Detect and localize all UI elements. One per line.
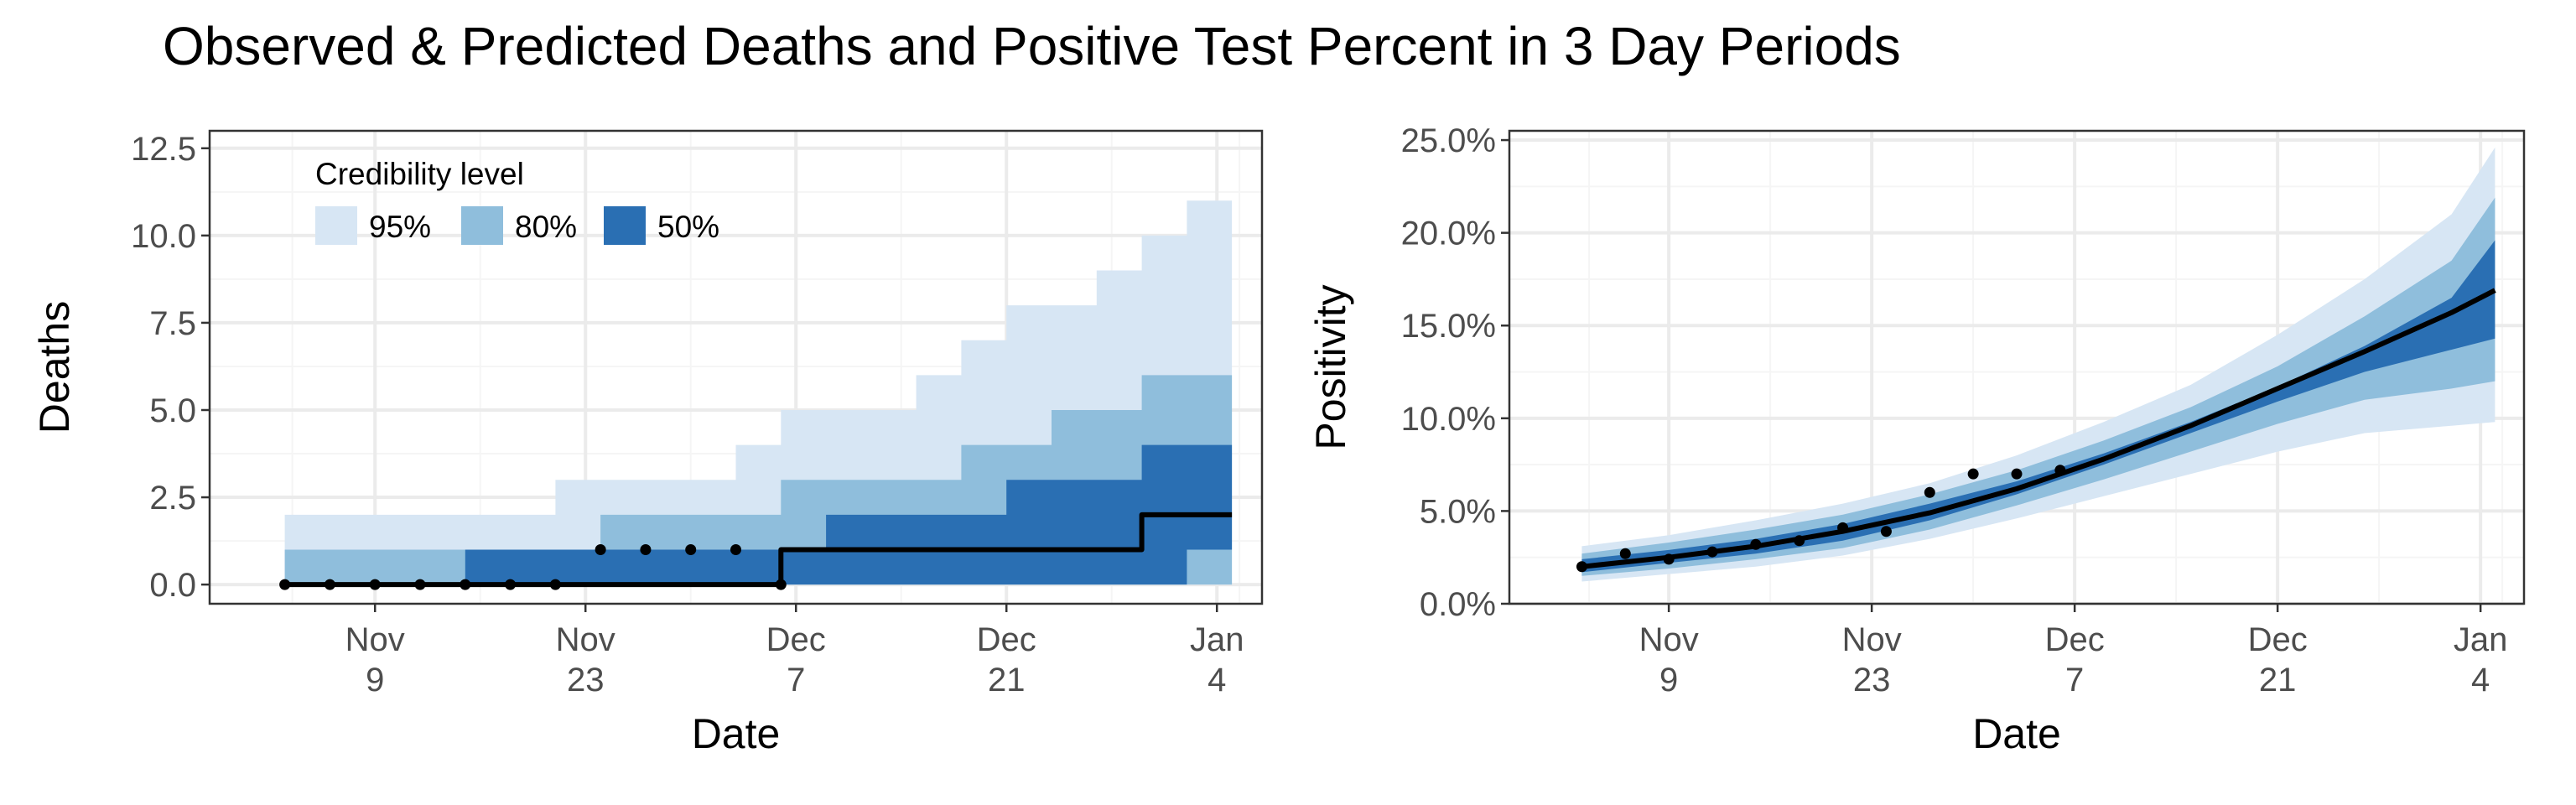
legend-key-80 [461,206,503,245]
deaths-x-tick-label-day: 7 [787,662,805,699]
deaths-observed-point [369,579,381,590]
positivity-x-tick-label-month: Jan [2454,621,2508,658]
positivity-y-tick-label: 0.0% [1420,586,1496,623]
deaths-x-tick-label-month: Nov [556,621,615,658]
deaths-observed-point [460,579,471,590]
positivity-y-tick-label: 10.0% [1401,401,1496,438]
positivity-observed-point [1750,538,1762,550]
legend-key-95 [315,206,357,245]
legend-key-50 [604,206,646,245]
deaths-plot-area [279,165,1233,590]
positivity-observed-point [1794,535,1805,547]
deaths-observed-point [595,543,606,555]
deaths-x-tick-label-month: Dec [977,621,1036,658]
legend: Credibility level 95% 80% 50% [315,157,719,245]
deaths-x-tick-label-day: 23 [567,662,605,699]
positivity-x-tick-label-day: 23 [1853,662,1891,699]
deaths-observed-point [775,579,787,590]
positivity-observed-point [1837,522,1849,533]
deaths-x-tick-label-month: Dec [766,621,826,658]
positivity-observed-point [1576,561,1587,573]
deaths-y-tick-label: 10.0 [131,218,196,255]
positivity-x-tick-label-day: 4 [2471,662,2490,699]
deaths-observed-point [549,579,561,590]
page-title: Observed & Predicted Deaths and Positive… [163,16,1901,76]
positivity-x-axis-title: Date [1972,710,2061,757]
legend-label-95: 95% [369,210,431,244]
deaths-x-tick-label-day: 4 [1208,662,1226,699]
deaths-panel-border [208,129,1264,605]
deaths-observed-point [640,543,652,555]
positivity-observed-point [1967,468,1979,480]
positivity-observed-point [2054,465,2066,476]
positivity-observed-point [2011,468,2023,480]
positivity-y-tick-label: 25.0% [1401,122,1496,159]
positivity-x-tick-label-month: Nov [1842,621,1902,658]
legend-label-50: 50% [657,210,719,244]
positivity-plot-area [1576,147,2496,582]
deaths-observed-point [685,543,697,555]
deaths-observed-point [324,579,335,590]
deaths-y-tick-label: 5.0 [149,392,196,429]
positivity-x-tick-label-day: 7 [2065,662,2084,699]
deaths-observed-point [730,543,741,555]
deaths-y-tick-label: 7.5 [149,305,196,342]
positivity-observed-point [1880,526,1892,538]
deaths-x-tick-label-month: Nov [345,621,405,658]
positivity-observed-point [1706,546,1718,558]
deaths-observed-point [505,579,517,590]
positivity-y-tick-label: 15.0% [1401,308,1496,345]
deaths-y-tick-label: 2.5 [149,480,196,517]
deaths-y-axis-title: Deaths [31,301,78,434]
positivity-x-tick-label-month: Nov [1639,621,1699,658]
positivity-x-tick-label-month: Dec [2045,621,2105,658]
legend-label-80: 80% [515,210,577,244]
deaths-y-tick-label: 0.0 [149,567,196,604]
positivity-x-tick-label-day: 21 [2259,662,2297,699]
deaths-observed-point [414,579,426,590]
positivity-y-axis-title: Positivity [1307,284,1354,449]
deaths-y-tick-label: 12.5 [131,131,196,168]
positivity-observed-point [1619,548,1631,559]
deaths-x-axis-title: Date [692,710,781,757]
deaths-predicted-line [284,512,1233,588]
deaths-panel: 0.0 2.5 5.0 7.5 10.0 12.5 Nov 9 Nov 23 Dec 7 Dec 21 Ja… [31,129,1264,757]
positivity-x-tick-label-day: 9 [1659,662,1678,699]
deaths-observed-point [279,579,291,590]
positivity-panel-border [1508,129,2526,605]
positivity-y-tick-label: 5.0% [1420,493,1496,530]
legend-title: Credibility level [315,157,524,191]
deaths-x-tick-label-day: 9 [366,662,384,699]
positivity-observed-point [1924,486,1935,498]
deaths-x-tick-label-day: 21 [988,662,1026,699]
deaths-x-tick-label-month: Jan [1190,621,1244,658]
positivity-x-tick-label-month: Dec [2248,621,2308,658]
positivity-y-tick-label: 20.0% [1401,216,1496,252]
positivity-panel: 0.0% 5.0% 10.0% 15.0% 20.0% 25.0% Nov 9 Nov 23 Dec… [1307,122,2526,757]
positivity-observed-point [1663,553,1675,565]
